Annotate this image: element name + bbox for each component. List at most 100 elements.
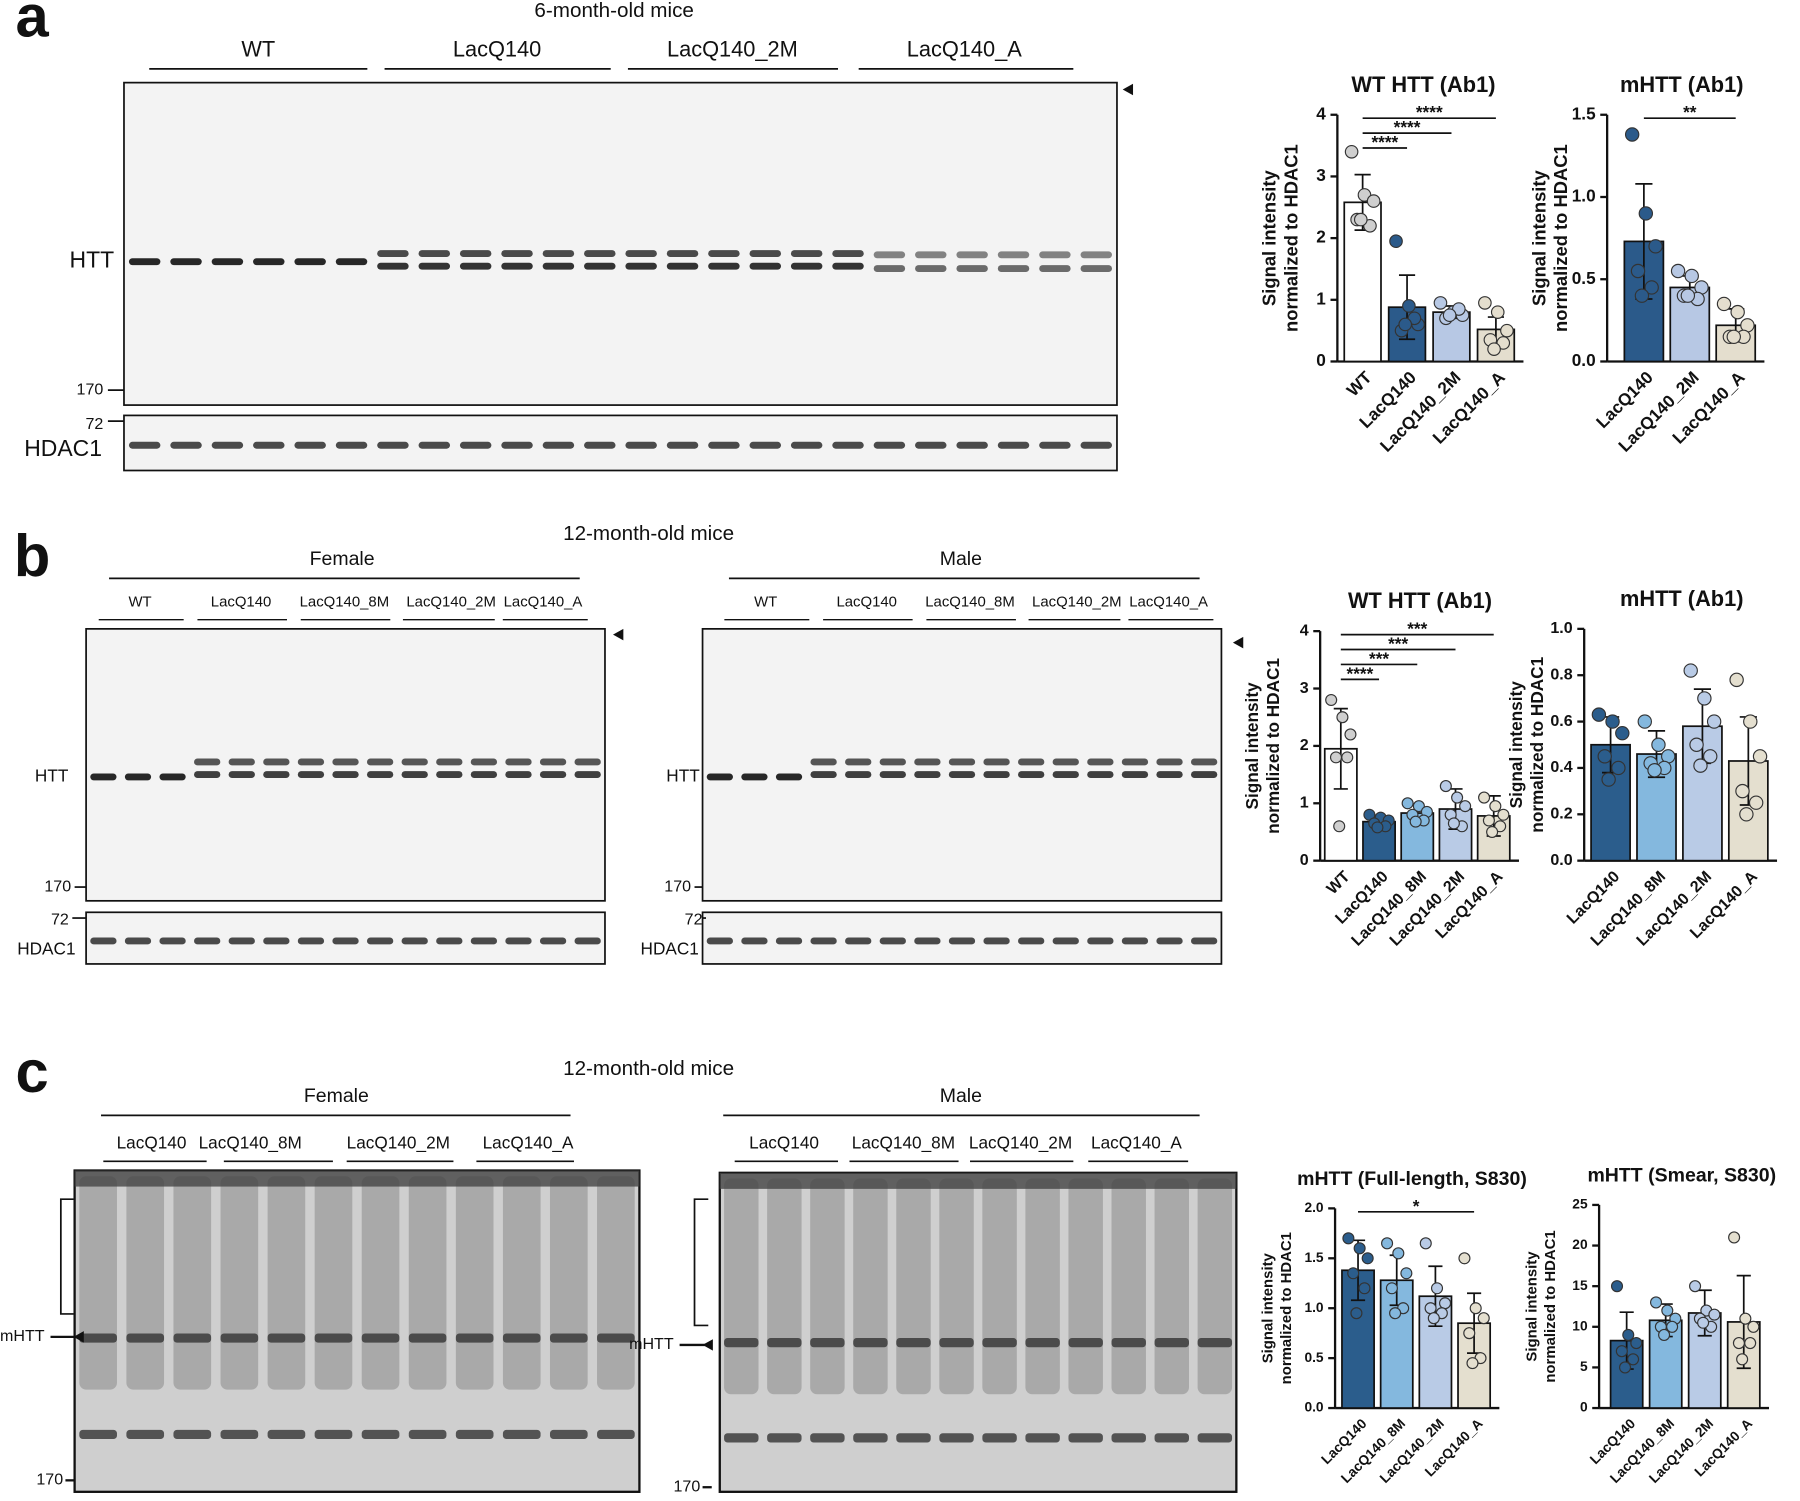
band [267,1333,306,1343]
band [1156,758,1183,766]
y-axis-label: normalized to HDAC1 [1527,656,1547,832]
y-tick-label: 20 [1572,1237,1588,1252]
band [939,1433,974,1443]
band [1080,251,1112,259]
band [170,441,202,449]
band [377,250,409,258]
band [790,262,823,270]
band [173,1429,212,1440]
band [666,441,699,449]
panel-title: 12-month-old mice [563,1057,734,1080]
band [332,771,359,779]
band [810,1338,845,1348]
group-label: WT [754,593,777,610]
band [361,1333,400,1343]
significance-label: *** [1407,619,1427,639]
band [418,441,451,449]
smear [173,1176,212,1390]
band [810,937,837,945]
band [983,937,1010,945]
group-label: LacQ140_A [1091,1133,1182,1153]
band [666,262,699,270]
sex-label: Male [940,1085,982,1107]
band [294,441,326,449]
blot [123,414,1118,472]
data-point [1743,714,1758,729]
panel-letter: c [16,1038,49,1105]
band [505,771,532,779]
data-point [1336,711,1349,724]
significance-label: **** [1416,102,1443,122]
band [220,1429,259,1440]
marker-label: mHTT [629,1335,674,1353]
y-tick-label: 0 [1316,350,1326,370]
y-tick-label: 2 [1300,736,1309,754]
band [997,265,1030,272]
band [767,1433,802,1443]
data-point [1392,1247,1405,1260]
data-point [1697,691,1712,706]
data-point [1463,1327,1476,1340]
y-tick-label: 0.5 [1304,1350,1323,1365]
band [749,441,782,449]
band [915,441,947,449]
band [332,937,359,945]
band [845,937,872,945]
x-tick-label: WT [1323,867,1354,898]
band [832,250,864,258]
band [436,937,463,945]
band [708,441,740,449]
data-point [1610,1280,1624,1293]
data-point [1605,714,1620,729]
y-tick-label: 5 [1580,1359,1588,1374]
panel-letter: a [16,0,50,49]
well-top [719,1172,1237,1189]
group-label: LacQ140_8M [300,593,390,610]
smear [1111,1178,1146,1395]
y-tick-label: 0.4 [1550,758,1572,776]
band [418,262,451,270]
marker-label: 170 [673,1477,700,1495]
band [366,771,394,779]
data-point [1650,1296,1663,1309]
band [1039,441,1071,449]
smear [724,1178,759,1395]
data-point [1385,1282,1398,1295]
band [253,441,285,449]
data-point [1409,815,1422,828]
data-point [1735,783,1750,799]
data-point [1447,817,1460,830]
data-point [1728,1231,1741,1244]
group-label: LacQ140 [453,36,541,61]
smear [1154,1178,1189,1395]
data-point [1361,1252,1374,1265]
band [1197,1433,1233,1443]
data-point [1366,194,1381,208]
y-axis-label: normalized to HDAC1 [1550,144,1571,332]
band [915,265,947,272]
band [418,250,451,258]
y-axis-label: Signal intensity [1523,1251,1540,1362]
data-point [1494,820,1507,833]
y-tick-label: 3 [1316,165,1326,185]
data-point [1497,808,1510,821]
y-tick-label: 1.0 [1304,1300,1323,1315]
band [253,258,285,266]
band [1190,771,1218,779]
data-point [1424,1302,1437,1315]
smear [982,1178,1017,1395]
band [914,771,941,779]
y-axis-label: normalized to HDAC1 [1542,1230,1559,1382]
smear [1197,1178,1233,1395]
band [749,250,782,258]
band [539,771,567,779]
data-point [1624,127,1640,142]
band [741,937,768,945]
data-point [1466,1357,1479,1370]
sex-label: Female [304,1085,369,1107]
y-tick-label: 2 [1316,227,1326,247]
data-point [1638,206,1654,221]
band [724,1433,759,1443]
smear [502,1176,541,1390]
